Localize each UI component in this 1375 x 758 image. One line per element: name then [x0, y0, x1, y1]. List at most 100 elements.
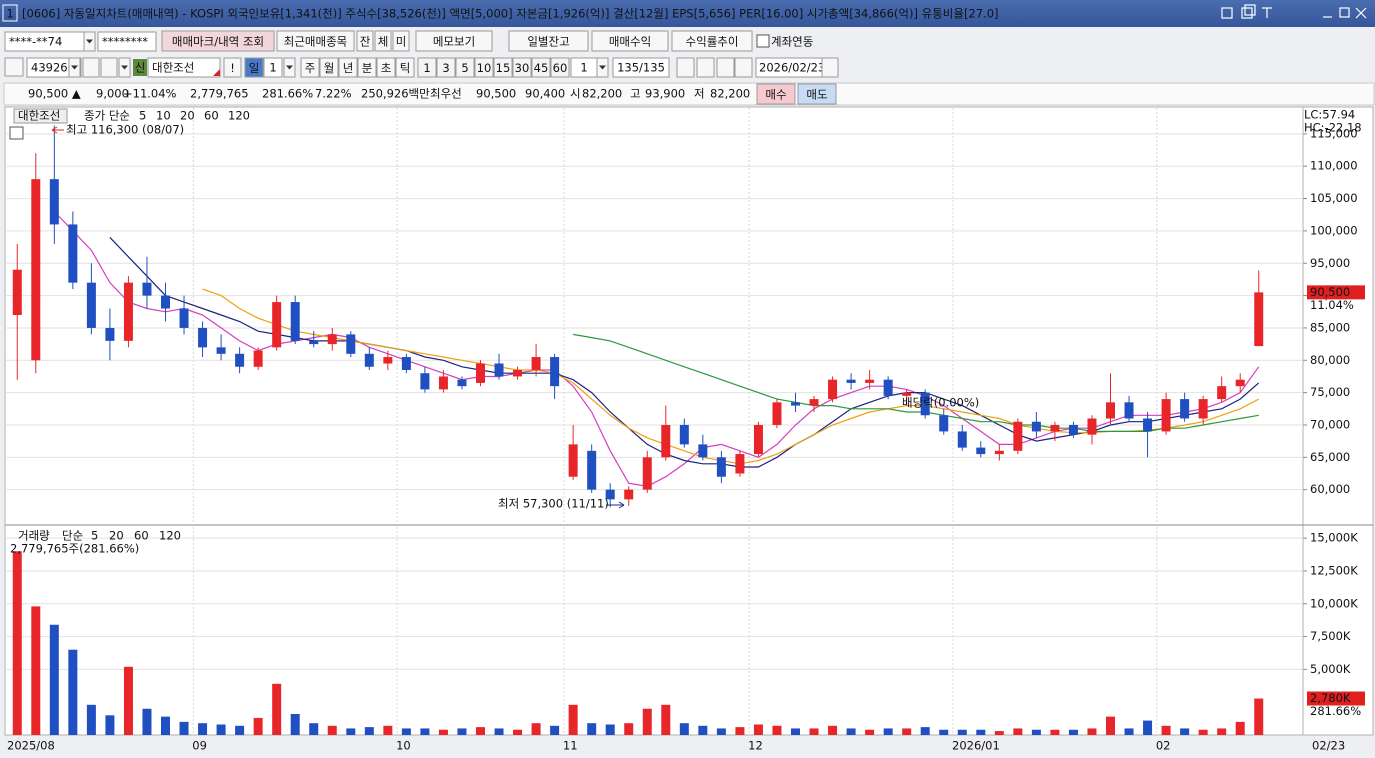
period-button[interactable]	[338, 57, 358, 78]
period-button-label[interactable]: 년	[343, 61, 354, 75]
interval-button-label[interactable]: 5	[461, 61, 468, 75]
period-n-input[interactable]	[263, 57, 283, 78]
candle-body	[716, 457, 726, 477]
period-button[interactable]	[357, 57, 377, 78]
buy-button-label[interactable]: 매수	[765, 88, 786, 102]
ma-line	[202, 288, 1259, 465]
toolbar-button[interactable]	[276, 30, 355, 52]
toolbar-button-label[interactable]: 최근매매종목	[284, 35, 347, 49]
interval-button-label[interactable]: 30	[515, 61, 530, 75]
candle-body	[1161, 399, 1171, 432]
interval-button-label[interactable]: 60	[553, 61, 568, 75]
interval-button[interactable]	[512, 57, 532, 78]
period-button[interactable]	[376, 57, 396, 78]
volume-bar	[1087, 728, 1097, 735]
interval-button[interactable]	[417, 57, 437, 78]
checkbox-label[interactable]: 계좌연동	[771, 35, 813, 49]
sell-button-label[interactable]: 매도	[806, 88, 827, 102]
candle-body	[1106, 402, 1115, 419]
tool-icon[interactable]	[734, 57, 753, 78]
volume-bar	[161, 716, 170, 735]
interval-button[interactable]	[474, 57, 494, 78]
calendar-icon[interactable]	[821, 57, 839, 78]
volume-bar	[865, 729, 875, 735]
alert-button-label[interactable]: !	[230, 61, 235, 75]
interval-button[interactable]	[436, 57, 456, 78]
window-icons[interactable]	[1221, 4, 1367, 19]
period-button-label[interactable]: 일	[249, 61, 260, 75]
period-button[interactable]	[395, 57, 415, 78]
password[interactable]: ********	[102, 35, 148, 49]
interval-button[interactable]	[493, 57, 513, 78]
stock-name[interactable]: 대한조선	[152, 61, 194, 75]
toolbar-button[interactable]	[392, 30, 410, 52]
interval-button[interactable]	[531, 57, 551, 78]
toolbar-button-label[interactable]: 매매수익	[609, 35, 651, 49]
toolbar-button-label[interactable]: 매매마크/내역 조회	[172, 35, 264, 49]
badge[interactable]: 신	[135, 61, 146, 75]
dropdown-arrow	[121, 65, 128, 70]
volume-bar	[605, 724, 615, 735]
toolbar-button[interactable]	[161, 30, 275, 52]
toolbar-button-label[interactable]: 일별잔고	[527, 35, 569, 49]
tool-icon[interactable]	[696, 57, 715, 78]
search-icon[interactable]	[82, 57, 100, 78]
password-input[interactable]	[97, 31, 157, 52]
period-button-label[interactable]: 주	[305, 61, 316, 75]
checkbox[interactable]	[756, 34, 770, 48]
candle-body	[1254, 292, 1264, 347]
y-tick-label: 5,000K	[1310, 662, 1351, 676]
account[interactable]: ****-**74	[9, 35, 62, 49]
toolbar-button-label[interactable]: 체	[378, 35, 389, 49]
count[interactable]: 135/135	[617, 61, 665, 75]
volume-bar	[661, 704, 671, 735]
period-button-label[interactable]: 월	[324, 61, 335, 75]
alert-button[interactable]	[223, 57, 242, 78]
period-button[interactable]	[300, 57, 320, 78]
toolbar-button[interactable]	[356, 30, 374, 52]
candle-body	[976, 447, 986, 455]
toolbar-button-label[interactable]: 메모보기	[433, 35, 475, 49]
period-button-label[interactable]: 틱	[400, 61, 411, 75]
interval-button-label[interactable]: 15	[496, 61, 511, 75]
legend-ma: 20	[180, 109, 195, 123]
toolbar-button[interactable]	[415, 30, 493, 52]
period-button[interactable]	[319, 57, 339, 78]
tool-icon[interactable]	[716, 57, 735, 78]
interval-button-label[interactable]: 1	[423, 61, 430, 75]
interval-button-label[interactable]: 3	[442, 61, 449, 75]
candle-body	[401, 357, 411, 370]
date[interactable]: 2026/02/23	[759, 61, 825, 75]
code[interactable]: 439260	[31, 61, 75, 75]
name-flag	[213, 69, 220, 76]
candle-body	[735, 454, 745, 474]
period-button-label[interactable]: 분	[362, 61, 373, 75]
badge-box[interactable]	[133, 59, 147, 76]
interval-button[interactable]	[455, 57, 475, 78]
period-button-label[interactable]: 초	[381, 61, 392, 75]
n[interactable]: 1	[580, 61, 587, 75]
period-button[interactable]	[244, 57, 264, 78]
name-input[interactable]	[147, 57, 221, 78]
legend-ma: 5	[139, 109, 146, 123]
sell-button[interactable]	[797, 83, 837, 105]
code-input[interactable]	[26, 57, 82, 78]
sound-icon[interactable]	[100, 57, 118, 78]
toolbar-button[interactable]	[374, 30, 392, 52]
interval-button[interactable]	[550, 57, 570, 78]
count-input[interactable]	[612, 57, 670, 78]
interval-button-label[interactable]: 10	[477, 61, 492, 75]
tool-icon[interactable]	[676, 57, 695, 78]
volume-bar	[290, 714, 300, 735]
interval-button-label[interactable]: 45	[534, 61, 549, 75]
toolbar-button[interactable]	[671, 30, 753, 52]
period-n[interactable]: 1	[269, 61, 276, 75]
toolbar-button-label[interactable]: 잔	[360, 35, 371, 49]
toolbar-button-label[interactable]: 미	[396, 35, 407, 49]
volume-bar	[1143, 720, 1153, 735]
screen-icon[interactable]	[4, 57, 24, 77]
buy-button[interactable]	[756, 83, 796, 105]
toolbar-button[interactable]	[508, 30, 589, 52]
toolbar-button-label[interactable]: 수익률추이	[686, 35, 739, 49]
toolbar-button[interactable]	[591, 30, 669, 52]
